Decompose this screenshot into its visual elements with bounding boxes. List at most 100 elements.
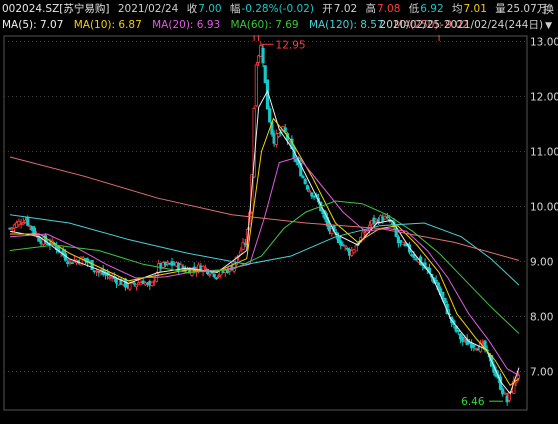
- candle-body: [17, 220, 21, 226]
- candle-body: [441, 291, 445, 300]
- candle-body: [79, 256, 83, 266]
- candle-body: [268, 108, 272, 123]
- ma-line-ma20: [9, 156, 520, 376]
- open-value: 7.02: [333, 3, 358, 15]
- volume-label: 量: [495, 3, 506, 15]
- candle-body: [70, 262, 74, 265]
- candle-body: [310, 192, 314, 197]
- high-label: 高: [365, 3, 377, 15]
- date-range-selector[interactable]: 2020/02/25-2021/02/24(244日) ▼: [380, 17, 552, 35]
- y-tick-label: 9.00: [530, 257, 553, 269]
- candle-body: [134, 284, 139, 288]
- ma120-legend: MA(120): 8.57: [308, 19, 384, 31]
- candle-body: [458, 333, 463, 340]
- candle-body: [412, 254, 416, 258]
- low-value: 6.92: [420, 3, 444, 15]
- ma-line-ma5: [9, 89, 520, 395]
- candle-body: [345, 247, 349, 250]
- candle-body: [299, 162, 303, 177]
- candle-body: [361, 231, 365, 241]
- ma20-legend: MA(20): 6.93: [152, 19, 221, 31]
- high-value: 7.08: [377, 3, 401, 15]
- max-price-label: 12.95: [276, 39, 306, 51]
- candle-body: [150, 281, 154, 287]
- date-label: 2021/02/24: [117, 3, 179, 15]
- quote-header: 002024.SZ[苏宁易购] 2021/02/24 收7.00 幅-0.28%…: [2, 1, 552, 18]
- ma5-legend: MA(5): 7.07: [2, 19, 64, 31]
- candle-body: [301, 175, 305, 179]
- open-label: 开: [322, 3, 333, 15]
- candle-body: [263, 65, 267, 83]
- candle-body: [203, 267, 207, 270]
- candle-body: [68, 259, 72, 262]
- candle-body: [241, 242, 245, 250]
- candle-body: [214, 277, 219, 280]
- candle-body: [276, 133, 281, 137]
- ma-line-ma120: [9, 214, 520, 286]
- volume-value: 25.07万: [506, 3, 548, 15]
- candle-body: [57, 246, 61, 253]
- candle-body: [503, 392, 507, 395]
- candle-body: [239, 250, 243, 255]
- ma-line-ma10: [10, 117, 520, 387]
- candle-body: [217, 275, 221, 278]
- y-tick-label: 7.00: [530, 367, 553, 379]
- candle-body: [254, 64, 258, 107]
- candle-body: [256, 55, 261, 63]
- change-label: 幅: [229, 3, 241, 15]
- plot-frame: [3, 35, 528, 411]
- candle-body: [399, 240, 403, 243]
- candle-body: [456, 330, 460, 333]
- ma10-legend: MA(10): 6.87: [73, 19, 142, 31]
- candle-body: [303, 178, 307, 185]
- candle-body: [128, 282, 132, 290]
- candle-body: [394, 227, 398, 237]
- candle-body: [261, 47, 265, 64]
- candle-body: [305, 185, 310, 190]
- low-label: 低: [408, 3, 420, 15]
- candle-body: [132, 282, 136, 285]
- min-price-label: 6.46: [461, 396, 485, 408]
- chevron-down-icon: ▼: [545, 21, 552, 31]
- candle-body: [21, 222, 25, 225]
- candle-body: [141, 280, 145, 285]
- candle-body: [343, 245, 347, 248]
- candle-body: [37, 235, 41, 242]
- candle-body: [32, 227, 37, 235]
- symbol-label[interactable]: 002024.SZ[苏宁易购]: [2, 3, 110, 15]
- avg-value: 7.01: [463, 3, 487, 15]
- candle-body: [354, 245, 358, 252]
- candle-body: [208, 274, 212, 276]
- change-value: -0.28%(-0.02): [241, 3, 314, 15]
- candle-body: [26, 217, 30, 226]
- candle-body: [472, 344, 476, 348]
- close-label: 收: [186, 3, 198, 15]
- date-range-label: 2020/02/25-2021/02/24(244日): [379, 19, 544, 31]
- candle-body: [308, 190, 312, 193]
- ma60-legend: MA(60): 7.69: [230, 19, 299, 31]
- ma250-legend: MA(250): 9.02: [394, 19, 469, 31]
- candle-body: [363, 232, 367, 235]
- close-value: 7.00: [198, 3, 222, 15]
- candle-body: [385, 216, 389, 219]
- candle-body: [212, 273, 216, 278]
- candle-body: [443, 297, 447, 304]
- candle-body: [66, 261, 70, 264]
- candle-body: [328, 223, 332, 232]
- y-tick-label: 10.00: [530, 202, 558, 214]
- candle-body: [283, 127, 287, 133]
- candle-body: [234, 256, 238, 266]
- candle-body: [274, 133, 278, 145]
- turnover-label[interactable]: 换: [543, 3, 554, 16]
- y-tick-label: 12.00: [530, 92, 558, 104]
- avg-label: 均: [452, 3, 463, 15]
- y-tick-label: 11.00: [530, 147, 558, 159]
- candle-body: [339, 240, 343, 246]
- candle-body: [90, 260, 94, 270]
- ma-line-ma250: [9, 156, 520, 261]
- candle-body: [401, 241, 405, 245]
- y-tick-label: 8.00: [530, 312, 553, 324]
- candle-body: [501, 388, 505, 395]
- y-tick-label: 13.00: [530, 37, 558, 49]
